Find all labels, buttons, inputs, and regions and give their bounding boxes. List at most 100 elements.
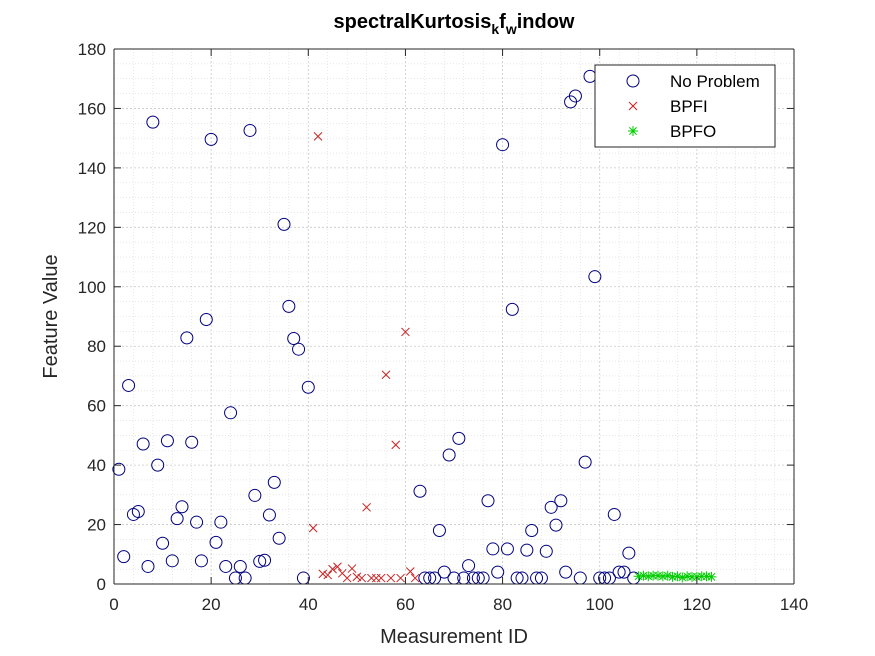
data-marks [112,69,717,585]
no-problem-point [432,524,446,537]
y-axis-label: Feature Value [40,254,62,378]
legend-label: BPFO [670,122,716,141]
no-problem-point [282,299,296,313]
bpfo-point [657,571,668,582]
x-stroke [381,370,391,380]
no-problem-point [578,455,592,469]
no-problem-point [209,535,223,549]
title-segment: f [499,11,506,33]
star-stroke [707,572,716,581]
no-problem-point [277,217,291,231]
x-tick-label: 100 [586,595,614,614]
no-problem-point [544,500,558,514]
no-problem-point [267,475,281,489]
x-stroke [313,132,323,141]
x-stroke [401,327,410,337]
bpfi-point [386,573,396,583]
x-tick-label: 40 [299,595,318,614]
no-problem-point [505,302,519,316]
no-problem-point [170,512,184,526]
no-problem-point [136,437,150,451]
series-star [633,570,717,583]
no-problem-point [112,462,126,476]
bpfi-point [308,523,318,533]
bpfo-point [638,570,649,581]
x-stroke [347,564,357,573]
no-problem-point [233,559,247,573]
no-problem-point [622,546,636,560]
no-problem-point [500,542,514,556]
no-problem-point [131,504,145,518]
no-problem-point [437,565,451,579]
y-tick-label: 120 [78,218,106,237]
no-problem-point [194,554,208,568]
bpfi-point [376,573,386,583]
x-stroke [328,564,337,574]
bpfi-point [381,370,391,380]
no-problem-point [258,553,272,567]
no-problem-point [253,554,267,568]
no-problem-point [588,270,602,284]
no-problem-point [612,565,626,579]
no-problem-point [442,448,456,462]
bpfi-point [410,573,420,583]
no-problem-point [539,544,553,558]
x-stroke [318,569,328,579]
no-problem-point [190,515,204,529]
no-problem-point [156,536,170,550]
bpfi-point [313,132,323,141]
title-subscript: w [505,21,517,37]
no-problem-point [520,543,534,557]
x-tick-label: 80 [493,595,512,614]
no-problem-point [175,500,189,514]
no-problem-point [496,138,510,152]
bpfo-point [682,571,693,582]
bpfo-point [677,572,688,583]
no-problem-point [146,115,160,129]
bpfo-point [701,571,712,582]
no-problem-point [272,531,286,545]
no-problem-point [243,123,257,137]
x-tick-label: 20 [202,595,221,614]
y-tick-label: 160 [78,99,106,118]
bpfi-point [396,573,405,583]
bpfo-point [633,571,644,582]
legend-box [594,64,776,148]
bpfo-point [667,571,678,582]
bpfi-point [405,567,415,576]
y-tick-label: 140 [78,159,106,178]
no-problem-point [224,406,238,420]
x-stroke [396,573,405,583]
y-tick-label: 80 [87,337,106,356]
no-problem-point [568,89,582,103]
no-problem-point [292,342,306,356]
no-problem-point [413,484,427,498]
bpfi-point [342,573,352,583]
legend-label: BPFI [670,97,708,116]
x-stroke [376,573,386,583]
bpfo-point [643,571,654,582]
star-stroke [663,571,672,580]
bpfi-point [401,327,410,337]
y-tick-label: 180 [78,40,106,59]
star-stroke [629,127,637,135]
no-problem-point [117,550,131,564]
no-problem-point [185,435,199,449]
no-problem-point [462,559,476,573]
y-tick-label: 20 [87,516,106,535]
series-x [308,132,420,583]
x-tick-label: 120 [683,595,711,614]
no-problem-point [199,312,213,326]
no-problem-point [549,518,563,532]
no-problem-point [151,458,165,472]
no-problem-point [160,434,174,448]
bpfi-point [323,570,333,580]
bpfo-point [653,570,663,581]
bpfi-point [328,564,337,574]
no-problem-point [525,524,539,537]
no-problem-point [486,542,500,556]
x-stroke [308,523,318,533]
no-problem-point [141,559,155,573]
